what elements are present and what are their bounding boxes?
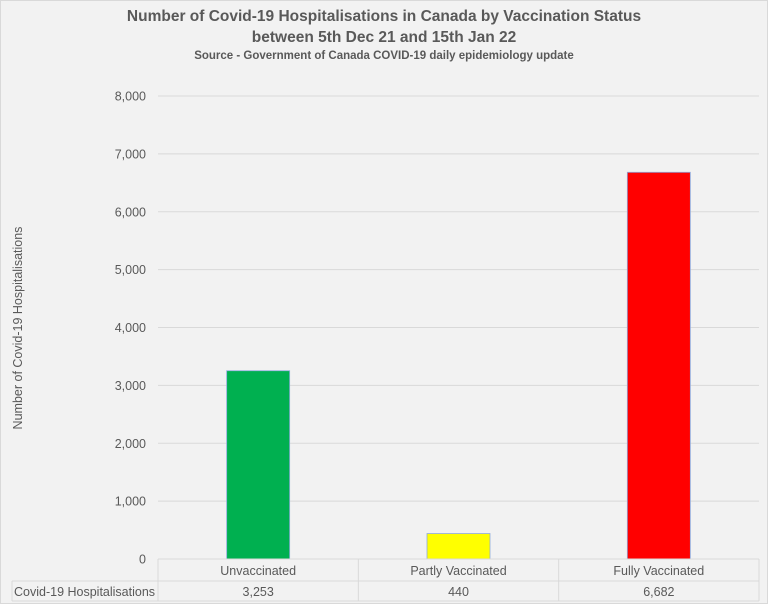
y-tick-label: 3,000 [115, 379, 146, 393]
chart-title: Number of Covid-19 Hospitalisations in C… [126, 8, 642, 25]
bar-fully-vaccinated [626, 171, 691, 560]
data-table-value: 6,682 [643, 585, 674, 599]
data-table-series-label: Covid-19 Hospitalisations [14, 585, 155, 599]
x-category-label: Fully Vaccinated [613, 564, 704, 578]
data-table-value: 3,253 [243, 585, 274, 599]
y-tick-label: 6,000 [115, 205, 146, 219]
y-tick-label: 2,000 [115, 437, 146, 451]
bar-unvaccinated [226, 370, 291, 560]
chart-subtitle: between 5th Dec 21 and 15th Jan 22 [251, 29, 517, 46]
y-tick-label: 0 [139, 553, 146, 567]
y-tick-label: 7,000 [115, 147, 146, 161]
y-tick-label: 5,000 [115, 263, 146, 277]
x-category-label: Partly Vaccinated [410, 564, 506, 578]
x-category-label: Unvaccinated [220, 564, 296, 578]
bar-partly-vaccinated [426, 533, 491, 560]
data-table-value: 440 [448, 585, 469, 599]
y-tick-label: 4,000 [115, 321, 146, 335]
chart-source: Source - Government of Canada COVID-19 d… [194, 50, 574, 62]
y-tick-label: 8,000 [115, 90, 146, 104]
y-tick-label: 1,000 [115, 495, 146, 509]
